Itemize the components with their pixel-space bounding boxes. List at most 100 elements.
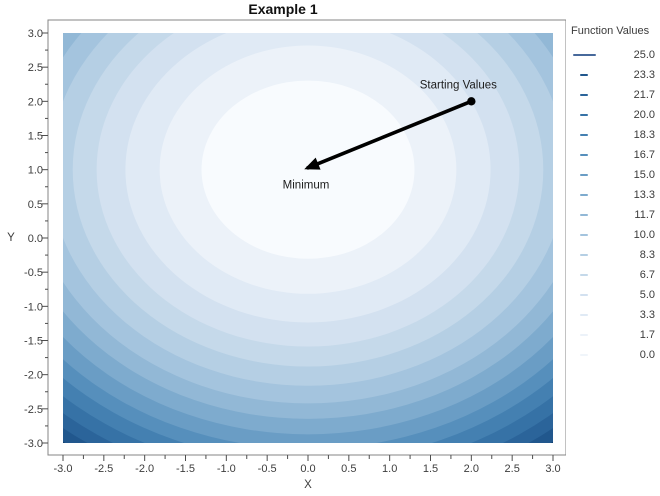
legend-swatch-wrap — [571, 54, 597, 56]
axis-ticks — [42, 32, 554, 461]
x-tick-label: -1.0 — [217, 463, 236, 475]
legend-dash-sample — [580, 234, 588, 236]
y-tick-label: 1.5 — [28, 131, 43, 143]
y-axis-label: Y — [7, 232, 15, 244]
legend-dash-sample — [580, 154, 588, 156]
contour-plot: -3.0 -2.5 -2.0 -1.5 -1.0 -0.5 0.0 0.5 1.0 1.5 2.0 2… — [7, 19, 566, 491]
legend-swatch-wrap — [571, 334, 597, 336]
y-tick-label: -0.5 — [24, 267, 43, 279]
legend-dash-sample — [580, 174, 588, 176]
legend-items: 25.0 23.3 21.7 20.0 18.3 16.7 15.0 13.3 11.7 10.0… — [571, 45, 657, 365]
legend-dash-sample — [580, 314, 588, 316]
gradient-descent-arrow — [304, 99, 473, 170]
legend-swatch-wrap — [571, 94, 597, 96]
x-tick-label: 2.0 — [464, 463, 479, 475]
legend-item: 8.3 — [571, 245, 657, 265]
y-tick-label: 0.5 — [28, 199, 43, 211]
legend-item: 18.3 — [571, 125, 657, 145]
x-tick-label: -0.5 — [258, 463, 277, 475]
legend-swatch-wrap — [571, 294, 597, 296]
legend-item: 10.0 — [571, 225, 657, 245]
legend-value-label: 5.0 — [639, 289, 655, 301]
legend-item: 0.0 — [571, 345, 657, 365]
y-tick-label: -2.5 — [24, 404, 43, 416]
legend-dash-sample — [580, 114, 588, 116]
x-tick-label: 2.5 — [505, 463, 520, 475]
legend-swatch-wrap — [571, 354, 597, 356]
legend-value-label: 21.7 — [633, 89, 655, 101]
starting-values-label: Starting Values — [420, 79, 497, 91]
x-tick-label: -1.5 — [176, 463, 195, 475]
legend-swatch-wrap — [571, 174, 597, 176]
legend-swatch-wrap — [571, 254, 597, 256]
minimum-label: Minimum — [283, 180, 330, 192]
legend-value-label: 1.7 — [639, 329, 655, 341]
y-tick-label: 0.0 — [28, 233, 43, 245]
y-tick-label: 2.5 — [28, 62, 43, 74]
axis-tick-labels: -3.0 -2.5 -2.0 -1.5 -1.0 -0.5 0.0 0.5 1.0 1.5 2.0 2… — [24, 28, 561, 475]
legend-item: 16.7 — [571, 145, 657, 165]
legend-swatch-wrap — [571, 314, 597, 316]
legend-swatch-wrap — [571, 274, 597, 276]
legend-value-label: 15.0 — [633, 169, 655, 181]
legend-value-label: 23.3 — [633, 69, 655, 81]
legend-item: 3.3 — [571, 305, 657, 325]
legend-value-label: 10.0 — [633, 229, 655, 241]
legend-dash-sample — [580, 94, 588, 96]
legend-title: Function Values — [571, 25, 650, 37]
legend: Function Values 25.0 23.3 21.7 20.0 18.3 16.7… — [571, 25, 657, 365]
legend-dash-sample — [580, 334, 588, 336]
legend-item: 25.0 — [571, 45, 657, 65]
contour-bands — [63, 33, 553, 443]
legend-item: 13.3 — [571, 185, 657, 205]
x-tick-label: 0.0 — [300, 463, 315, 475]
y-tick-label: -1.0 — [24, 301, 43, 313]
legend-value-label: 20.0 — [633, 109, 655, 121]
legend-swatch-wrap — [571, 134, 597, 136]
legend-swatch-wrap — [571, 154, 597, 156]
x-tick-label: -2.5 — [94, 463, 113, 475]
legend-value-label: 0.0 — [639, 349, 655, 361]
legend-dash-sample — [580, 294, 588, 296]
legend-dash-sample — [580, 194, 588, 196]
legend-swatch-wrap — [571, 214, 597, 216]
legend-value-label: 25.0 — [633, 49, 655, 61]
legend-item: 21.7 — [571, 85, 657, 105]
y-tick-label: -2.0 — [24, 370, 43, 382]
legend-swatch-wrap — [571, 114, 597, 116]
legend-swatch-wrap — [571, 194, 597, 196]
x-tick-label: 0.5 — [341, 463, 356, 475]
x-tick-label: -3.0 — [54, 463, 73, 475]
x-tick-label: 1.0 — [382, 463, 397, 475]
chart-title: Example 1 — [248, 1, 318, 17]
legend-value-label: 11.7 — [634, 209, 655, 221]
legend-item: 20.0 — [571, 105, 657, 125]
y-tick-label: 1.0 — [28, 165, 43, 177]
legend-swatch-wrap — [571, 74, 597, 76]
y-tick-label: -3.0 — [24, 438, 43, 450]
legend-value-label: 3.3 — [639, 309, 655, 321]
legend-value-label: 8.3 — [639, 249, 655, 261]
legend-dash-sample — [580, 274, 588, 276]
legend-swatch-wrap — [571, 234, 597, 236]
legend-dash-sample — [580, 354, 588, 356]
legend-dash-sample — [580, 214, 588, 216]
legend-item: 1.7 — [571, 325, 657, 345]
annotations: Starting Values Minimum — [283, 79, 497, 191]
x-tick-label: 1.5 — [423, 463, 438, 475]
y-tick-label: 3.0 — [28, 28, 43, 40]
legend-item: 5.0 — [571, 285, 657, 305]
legend-item: 6.7 — [571, 265, 657, 285]
legend-value-label: 16.7 — [633, 149, 655, 161]
legend-value-label: 18.3 — [633, 129, 655, 141]
starting-point-dot — [467, 97, 476, 106]
x-axis-label: X — [304, 479, 312, 491]
legend-dash-sample — [580, 254, 588, 256]
y-tick-label: 2.0 — [28, 96, 43, 108]
legend-item: 23.3 — [571, 65, 657, 85]
x-tick-label: 3.0 — [545, 463, 560, 475]
legend-dash-sample — [580, 74, 588, 76]
legend-item: 15.0 — [571, 165, 657, 185]
y-tick-label: -1.5 — [24, 336, 43, 348]
legend-line-sample — [572, 54, 596, 56]
